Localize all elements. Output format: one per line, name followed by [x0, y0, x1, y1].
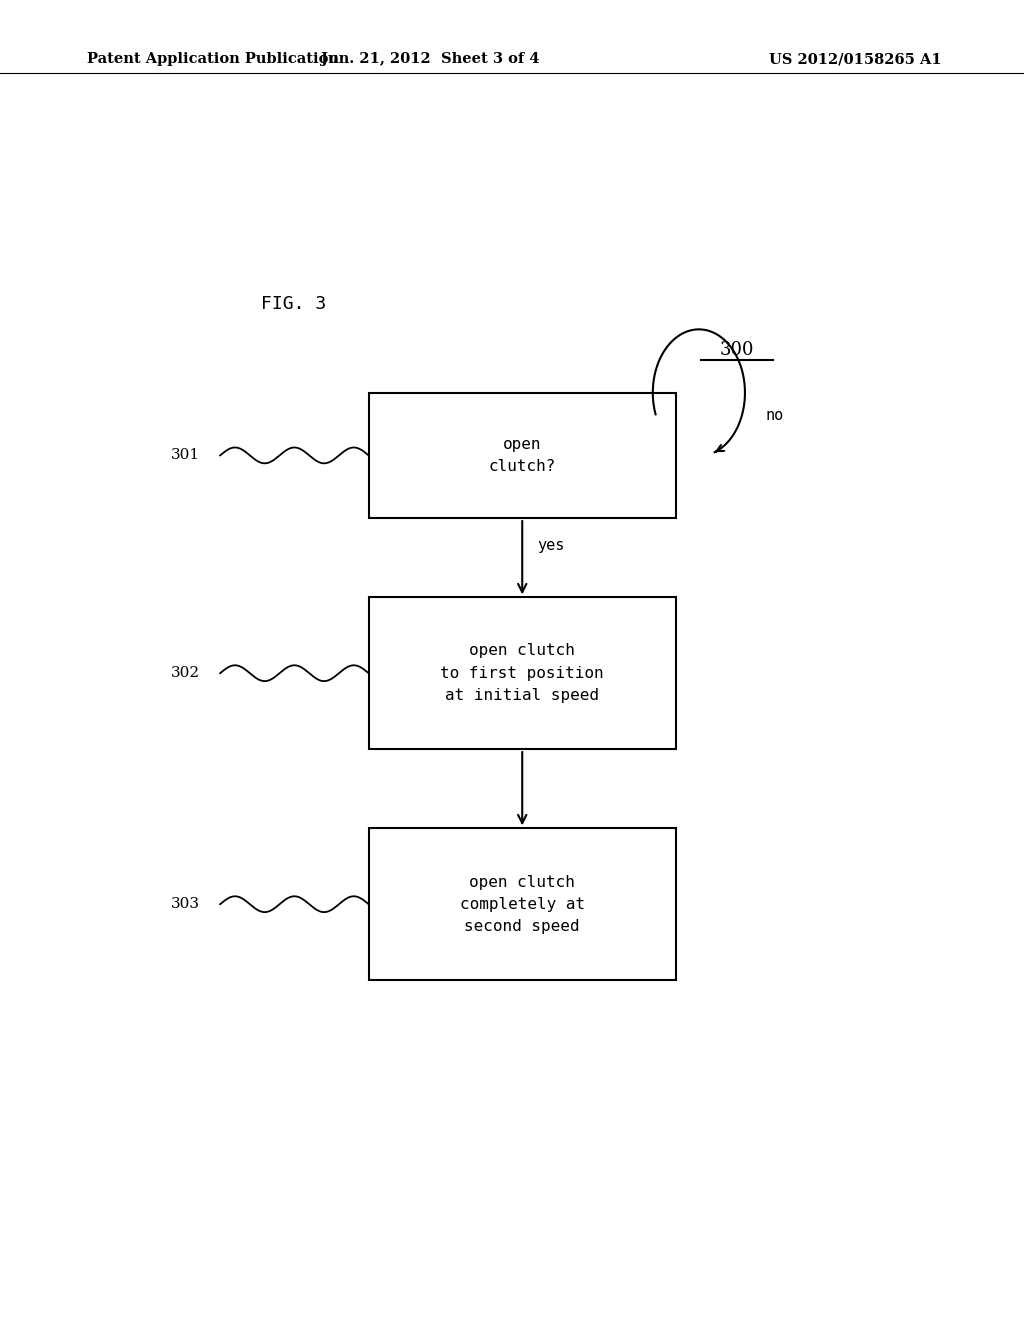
Text: Jun. 21, 2012  Sheet 3 of 4: Jun. 21, 2012 Sheet 3 of 4 — [321, 53, 540, 66]
Text: no: no — [766, 408, 784, 424]
Text: open
clutch?: open clutch? — [488, 437, 556, 474]
FancyBboxPatch shape — [369, 393, 676, 517]
Text: open clutch
to first position
at initial speed: open clutch to first position at initial… — [440, 644, 604, 704]
FancyBboxPatch shape — [369, 829, 676, 979]
Text: open clutch
completely at
second speed: open clutch completely at second speed — [460, 874, 585, 935]
Text: 301: 301 — [171, 449, 200, 462]
Text: 303: 303 — [171, 898, 200, 911]
FancyBboxPatch shape — [369, 597, 676, 750]
Text: FIG. 3: FIG. 3 — [261, 294, 327, 313]
Text: Patent Application Publication: Patent Application Publication — [87, 53, 339, 66]
Text: 300: 300 — [720, 341, 755, 359]
Text: yes: yes — [538, 537, 565, 553]
Text: 302: 302 — [171, 667, 200, 680]
Text: US 2012/0158265 A1: US 2012/0158265 A1 — [769, 53, 942, 66]
